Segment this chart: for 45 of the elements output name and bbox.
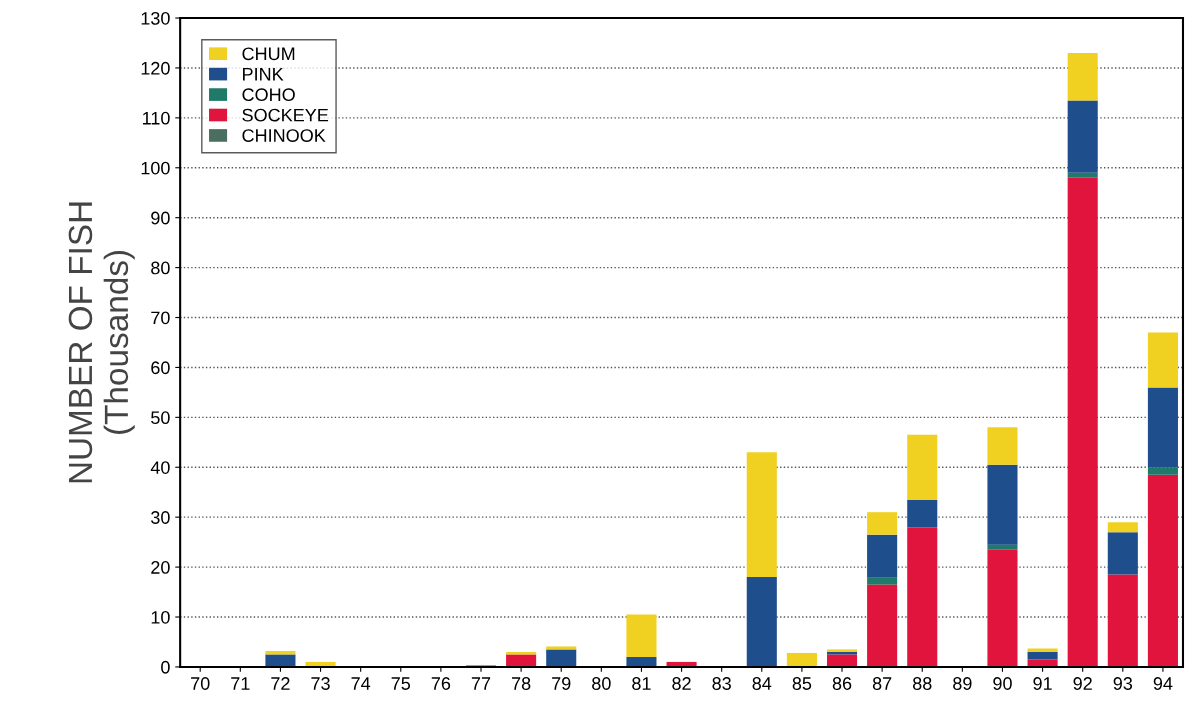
legend-label: CHINOOK — [242, 129, 326, 142]
y-tick-label: 70 — [151, 311, 170, 325]
x-tick-label: 88 — [912, 677, 932, 690]
y-tick-label: 120 — [141, 61, 170, 75]
y-tick-label: 10 — [151, 610, 170, 624]
y-tick-label: 80 — [151, 261, 170, 275]
x-tick-label: 76 — [431, 677, 451, 690]
x-tick-label: 83 — [712, 677, 731, 690]
x-tick-label: 86 — [832, 677, 852, 690]
x-tick-label: 80 — [592, 677, 611, 690]
legend-label: PINK — [243, 68, 284, 81]
legend-label: COHO — [242, 88, 295, 102]
x-tick-label: 89 — [953, 677, 972, 690]
y-axis-title: NUMBER OF FISH (Thousands) — [68, 202, 135, 483]
y-tick-label: 60 — [151, 361, 170, 375]
x-tick-label: 77 — [471, 677, 491, 690]
x-tick-label: 92 — [1073, 677, 1092, 690]
x-tick-label: 90 — [993, 677, 1012, 690]
legend-label: CHUM — [242, 47, 295, 61]
y-tick-label: 30 — [151, 511, 170, 524]
x-tick-label: 85 — [792, 677, 812, 690]
x-tick-label: 93 — [1113, 677, 1133, 690]
x-tick-label: 81 — [632, 677, 651, 690]
x-tick-label: 87 — [872, 677, 892, 690]
x-tick-label: 75 — [391, 677, 411, 690]
x-tick-label: 91 — [1033, 677, 1052, 690]
x-tick-label: 72 — [271, 677, 290, 690]
x-tick-label: 70 — [191, 677, 210, 690]
y-tick-label: 0 — [161, 660, 170, 674]
x-tick-label: 82 — [672, 677, 691, 690]
x-tick-label: 74 — [351, 677, 371, 690]
y-tick-label: 100 — [141, 161, 170, 175]
x-tick-label: 79 — [552, 677, 571, 690]
x-tick-label: 84 — [752, 677, 772, 690]
y-tick-label: 110 — [143, 111, 170, 125]
x-tick-label: 94 — [1153, 677, 1173, 690]
y-tick-label: 20 — [151, 561, 170, 574]
x-tick-label: 73 — [311, 677, 330, 690]
x-tick-label: 78 — [512, 677, 531, 690]
y-tick-label: 50 — [151, 411, 170, 425]
y-tick-label: 90 — [151, 211, 170, 225]
x-tick-label: 71 — [231, 677, 250, 690]
y-tick-label: 130 — [141, 11, 170, 25]
y-tick-label: 40 — [150, 461, 170, 474]
legend-label: SOCKEYE — [242, 108, 329, 122]
